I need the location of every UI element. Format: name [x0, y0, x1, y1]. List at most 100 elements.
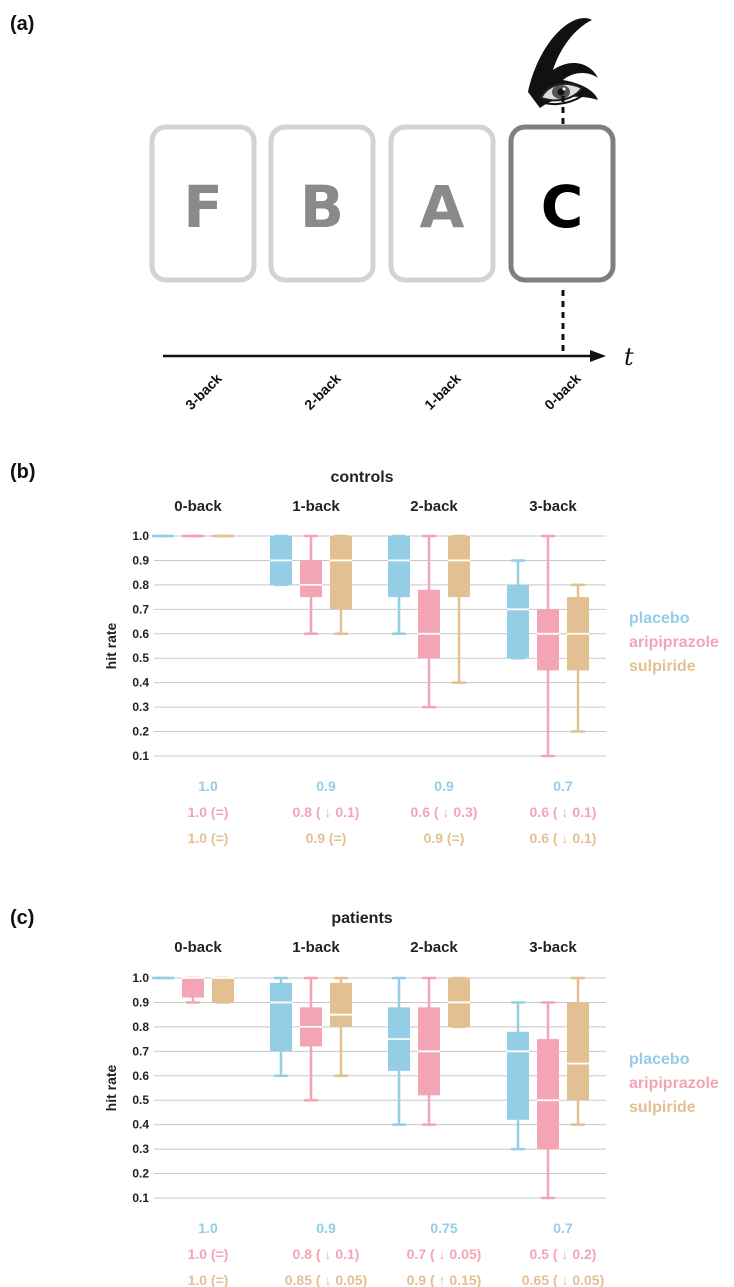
panel-b-controls: (b) controls 0-back 1-back 2-back 3-back 0.1 0.…	[10, 461, 719, 846]
card-letter: B	[300, 173, 344, 241]
y-tick-label: 0.6	[132, 627, 149, 641]
card-C: C	[508, 124, 616, 283]
box-aripiprazole-2-back	[418, 534, 440, 709]
panel-label: (b)	[10, 461, 36, 483]
card-frame	[388, 124, 496, 283]
y-tick-label: 0.3	[132, 700, 149, 714]
axis-label-2-back: 2-back	[301, 370, 344, 413]
card-A: A	[388, 124, 496, 283]
iqr-box	[270, 982, 292, 1052]
summary-sulpiride-3-back: 0.65 ( ↓ 0.05)	[522, 1272, 605, 1287]
box-aripiprazole-3-back	[537, 1001, 559, 1200]
condition-title-2-back: 2-back	[410, 498, 458, 515]
y-axis-label: hit rate	[103, 1064, 119, 1111]
iqr-box	[182, 978, 204, 998]
card-letter: F	[183, 173, 223, 241]
box-aripiprazole-3-back	[537, 534, 559, 758]
condition-title-3-back: 3-back	[529, 498, 577, 515]
eye-icon	[528, 17, 598, 108]
iqr-box	[448, 536, 470, 598]
legend-sulpiride: sulpiride	[629, 658, 696, 675]
condition-title-1-back: 1-back	[292, 498, 340, 515]
iqr-box	[418, 589, 440, 659]
iqr-box	[330, 982, 352, 1027]
box-placebo-3-back	[507, 559, 529, 660]
iqr-box	[567, 1002, 589, 1101]
condition-title-2-back: 2-back	[410, 939, 458, 956]
summary-aripiprazole-3-back: 0.5 ( ↓ 0.2)	[530, 1246, 597, 1262]
iqr-box	[507, 584, 529, 659]
card-frame	[268, 124, 376, 283]
legend-placebo: placebo	[629, 610, 690, 627]
y-tick-label: 0.3	[132, 1142, 149, 1156]
box-sulpiride-1-back	[330, 534, 352, 636]
y-tick-label: 0.5	[132, 651, 149, 665]
summary-placebo-2-back: 0.9	[434, 778, 454, 794]
iqr-box	[388, 536, 410, 598]
summary-aripiprazole-0-back: 1.0 (=)	[188, 804, 229, 820]
summary-sulpiride-1-back: 0.9 (=)	[306, 830, 347, 846]
summary-sulpiride-2-back: 0.9 (=)	[424, 830, 465, 846]
iqr-box	[330, 536, 352, 610]
time-label: t	[624, 343, 634, 371]
summary-placebo-0-back: 1.0	[198, 1220, 218, 1236]
panel-c-patients: (c) patients 0-back 1-back 2-back 3-back 0.1 0.…	[10, 907, 719, 1287]
panel-label: (c)	[10, 907, 34, 929]
summary-aripiprazole-2-back: 0.7 ( ↓ 0.05)	[407, 1246, 482, 1262]
y-tick-label: 0.7	[132, 1044, 149, 1058]
y-tick-label: 0.6	[132, 1069, 149, 1083]
y-tick-label: 1.0	[132, 529, 149, 543]
legend-placebo: placebo	[629, 1051, 690, 1068]
summary-sulpiride-0-back: 1.0 (=)	[188, 830, 229, 846]
condition-title-3-back: 3-back	[529, 939, 577, 956]
condition-title-0-back: 0-back	[174, 498, 222, 515]
summary-placebo-1-back: 0.9	[316, 1220, 336, 1236]
box-sulpiride-2-back	[448, 534, 470, 684]
summary-placebo-3-back: 0.7	[553, 778, 573, 794]
axis-label-0-back: 0-back	[541, 370, 584, 413]
condition-title-0-back: 0-back	[174, 939, 222, 956]
summary-aripiprazole-0-back: 1.0 (=)	[188, 1246, 229, 1262]
summary-aripiprazole-1-back: 0.8 ( ↓ 0.1)	[293, 804, 360, 820]
box-placebo-3-back	[507, 1001, 529, 1151]
summary-placebo-2-back: 0.75	[430, 1220, 457, 1236]
iqr-box	[537, 609, 559, 671]
box-sulpiride-2-back	[448, 976, 470, 1029]
legend-aripiprazole: aripiprazole	[629, 1075, 719, 1092]
panel-a-label: (a)	[10, 13, 34, 35]
iqr-box	[537, 1039, 559, 1150]
box-placebo-1-back	[270, 534, 292, 587]
summary-sulpiride-0-back: 1.0 (=)	[188, 1272, 229, 1287]
card-B: B	[268, 124, 376, 283]
summary-aripiprazole-3-back: 0.6 ( ↓ 0.1)	[530, 804, 597, 820]
box-sulpiride-3-back	[567, 976, 589, 1126]
y-tick-label: 0.4	[132, 676, 149, 690]
summary-aripiprazole-1-back: 0.8 ( ↓ 0.1)	[293, 1246, 360, 1262]
group-title: patients	[331, 910, 392, 927]
summary-sulpiride-1-back: 0.85 ( ↓ 0.05)	[285, 1272, 368, 1287]
box-aripiprazole-2-back	[418, 976, 440, 1126]
y-tick-label: 0.2	[132, 1167, 149, 1181]
y-axis-label: hit rate	[103, 622, 119, 669]
iqr-box	[300, 560, 322, 598]
y-tick-label: 0.8	[132, 1020, 149, 1034]
y-tick-label: 0.7	[132, 602, 149, 616]
box-sulpiride-0-back	[212, 976, 234, 1004]
legend-aripiprazole: aripiprazole	[629, 634, 719, 651]
box-aripiprazole-1-back	[300, 976, 322, 1102]
condition-title-1-back: 1-back	[292, 939, 340, 956]
summary-placebo-0-back: 1.0	[198, 778, 218, 794]
summary-sulpiride-3-back: 0.6 ( ↓ 0.1)	[530, 830, 597, 846]
box-sulpiride-3-back	[567, 583, 589, 733]
box-placebo-2-back	[388, 976, 410, 1126]
axis-label-3-back: 3-back	[182, 370, 225, 413]
card-frame	[149, 124, 257, 283]
summary-aripiprazole-2-back: 0.6 ( ↓ 0.3)	[411, 804, 478, 820]
card-letter: C	[541, 173, 584, 241]
card-frame	[508, 124, 616, 283]
group-title: controls	[330, 469, 393, 486]
y-tick-label: 1.0	[132, 971, 149, 985]
iqr-box	[507, 1031, 529, 1120]
time-axis-arrow	[590, 350, 606, 362]
